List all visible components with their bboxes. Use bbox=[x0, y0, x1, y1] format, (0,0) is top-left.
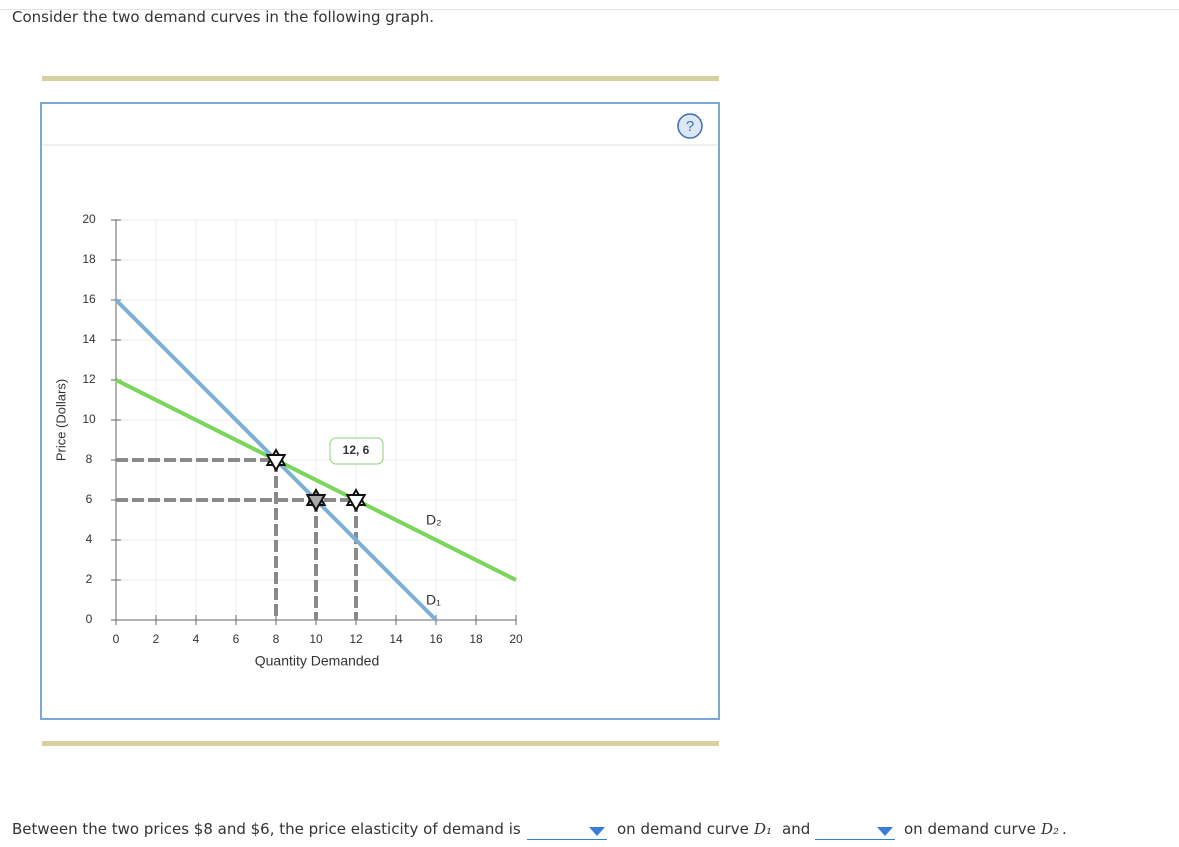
point-marker bbox=[345, 494, 367, 513]
separator bbox=[42, 741, 719, 746]
y-tick-label: 20 bbox=[82, 212, 96, 226]
y-tick-label: 18 bbox=[82, 252, 96, 266]
demand-curve bbox=[115, 378, 517, 582]
curve-name: D₂ bbox=[1041, 820, 1060, 838]
x-axis-label: Quantity Demanded bbox=[255, 653, 380, 669]
prompt: Consider the two demand curves in the fo… bbox=[12, 8, 434, 26]
point-label-box bbox=[329, 437, 384, 465]
y-tick-label: 8 bbox=[86, 452, 93, 466]
y-tick-label: 6 bbox=[86, 492, 93, 506]
question-text: . bbox=[1062, 820, 1067, 838]
help-icon[interactable]: ? bbox=[686, 118, 694, 135]
x-tick-label: 14 bbox=[389, 632, 403, 646]
y-tick-label: 16 bbox=[82, 292, 96, 306]
question-text: Between the two prices $8 and $6, the pr… bbox=[12, 820, 521, 838]
help-button[interactable] bbox=[677, 113, 703, 139]
separator bbox=[42, 76, 719, 81]
y-tick-label: 14 bbox=[82, 332, 96, 346]
point-marker bbox=[305, 494, 327, 513]
x-tick-label: 20 bbox=[509, 632, 523, 646]
y-tick-label: 4 bbox=[86, 532, 93, 546]
x-tick-label: 16 bbox=[429, 632, 443, 646]
question-text: on demand curve bbox=[904, 820, 1036, 838]
curve-label: D₁ bbox=[426, 592, 441, 608]
point-marker bbox=[265, 454, 287, 473]
x-tick-label: 8 bbox=[273, 632, 280, 646]
curve-name: D₁ bbox=[754, 820, 773, 838]
x-tick-label: 6 bbox=[233, 632, 240, 646]
y-tick-label: 2 bbox=[86, 572, 93, 586]
question-text: and bbox=[782, 820, 811, 838]
dropdown[interactable] bbox=[815, 823, 895, 840]
x-tick-label: 12 bbox=[349, 632, 363, 646]
point-label: 12, 6 bbox=[343, 443, 370, 457]
x-tick-label: 10 bbox=[309, 632, 323, 646]
divider bbox=[0, 9, 1179, 10]
x-tick-label: 18 bbox=[469, 632, 483, 646]
y-tick-label: 12 bbox=[82, 372, 96, 386]
y-axis-label: Price (Dollars) bbox=[53, 379, 68, 461]
y-tick-label: 10 bbox=[82, 412, 96, 426]
y-tick-label: 0 bbox=[86, 612, 93, 626]
graph-frame bbox=[40, 102, 720, 720]
x-tick-label: 0 bbox=[113, 632, 120, 646]
curve-label: D₂ bbox=[426, 512, 442, 528]
dropdown[interactable] bbox=[527, 823, 607, 840]
x-tick-label: 4 bbox=[193, 632, 200, 646]
x-tick-label: 2 bbox=[153, 632, 160, 646]
question-text: on demand curve bbox=[617, 820, 749, 838]
